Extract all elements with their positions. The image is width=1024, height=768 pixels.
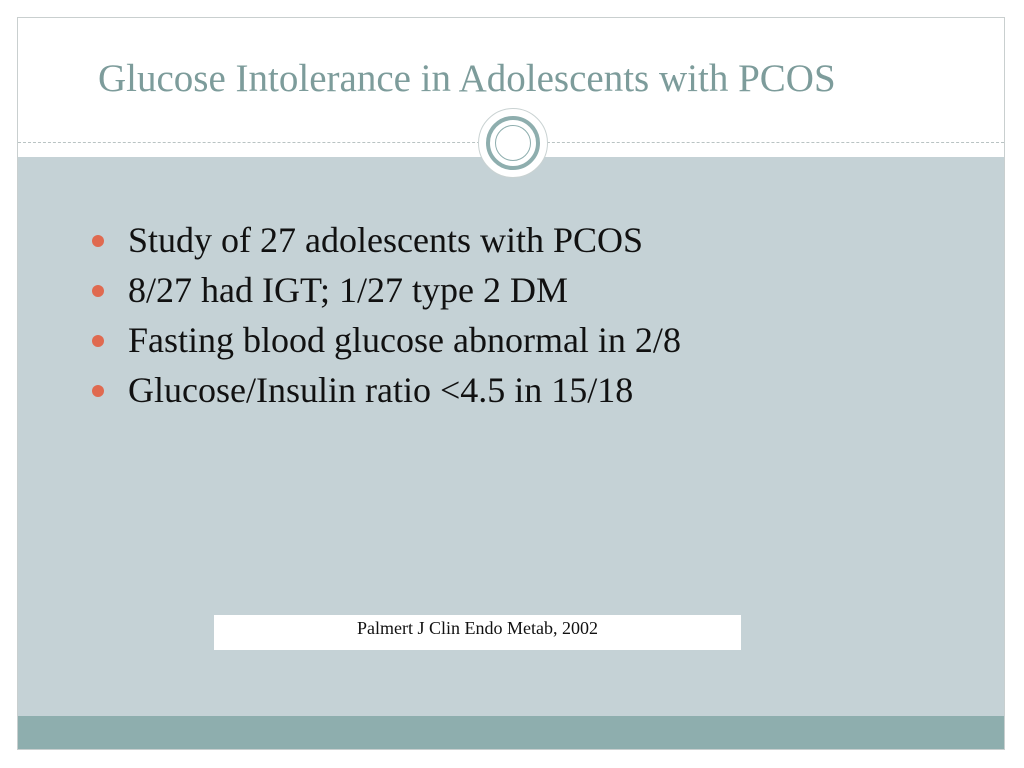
bullet-item: Study of 27 adolescents with PCOS [90, 215, 681, 265]
bullet-dot-icon [92, 285, 104, 297]
bullet-dot-icon [92, 235, 104, 247]
bullet-list: Study of 27 adolescents with PCOS 8/27 h… [90, 215, 681, 415]
bullet-text: Glucose/Insulin ratio <4.5 in 15/18 [128, 370, 634, 410]
bullet-item: Glucose/Insulin ratio <4.5 in 15/18 [90, 365, 681, 415]
bullet-item: Fasting blood glucose abnormal in 2/8 [90, 315, 681, 365]
bullet-dot-icon [92, 335, 104, 347]
ornament-ring [486, 116, 540, 170]
slide: Glucose Intolerance in Adolescents with … [17, 17, 1005, 750]
footer-bar [18, 716, 1004, 749]
bullet-text: Fasting blood glucose abnormal in 2/8 [128, 320, 681, 360]
bullet-text: 8/27 had IGT; 1/27 type 2 DM [128, 270, 568, 310]
slide-title: Glucose Intolerance in Adolescents with … [98, 57, 836, 100]
bullet-item: 8/27 had IGT; 1/27 type 2 DM [90, 265, 681, 315]
ornament-inner-ring [495, 125, 531, 161]
bullet-dot-icon [92, 385, 104, 397]
circle-ornament-icon [478, 108, 548, 178]
bullet-text: Study of 27 adolescents with PCOS [128, 220, 644, 260]
citation-box: Palmert J Clin Endo Metab, 2002 [214, 615, 741, 650]
